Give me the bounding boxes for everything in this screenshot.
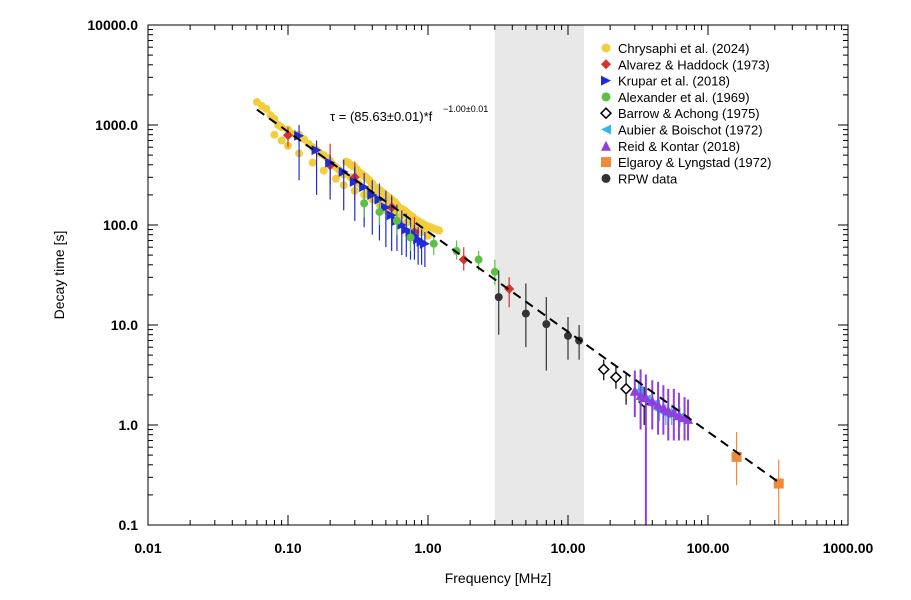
legend-marker bbox=[601, 43, 611, 53]
data-point bbox=[458, 254, 469, 265]
data-point bbox=[653, 399, 664, 410]
data-point bbox=[435, 226, 444, 235]
y-tick-label: 10000.0 bbox=[87, 17, 138, 33]
fit-line bbox=[256, 108, 782, 485]
x-tick-label: 0.10 bbox=[274, 540, 301, 556]
data-point bbox=[647, 395, 658, 406]
legend: Chrysaphi et al. (2024)Alvarez & Haddock… bbox=[599, 41, 771, 186]
legend-marker bbox=[601, 157, 611, 168]
y-tick-label: 1000.0 bbox=[95, 117, 138, 133]
legend-label: Barrow & Achong (1975) bbox=[618, 106, 760, 121]
legend-marker bbox=[601, 173, 611, 183]
legend-marker bbox=[601, 124, 611, 135]
legend-marker bbox=[601, 75, 611, 86]
data-point bbox=[392, 216, 401, 225]
x-axis-label: Frequency [MHz] bbox=[445, 570, 552, 586]
legend-label: Aubier & Boischot (1972) bbox=[618, 123, 763, 138]
data-point bbox=[277, 136, 286, 145]
data-point bbox=[349, 176, 360, 187]
x-tick-label: 1000.00 bbox=[823, 540, 874, 556]
legend-marker bbox=[601, 140, 611, 151]
data-point bbox=[270, 130, 279, 139]
legend-marker bbox=[601, 92, 611, 102]
data-point bbox=[262, 104, 271, 113]
data-point bbox=[374, 194, 385, 205]
data-point bbox=[542, 320, 551, 329]
data-point bbox=[380, 202, 391, 213]
data-point bbox=[683, 413, 694, 424]
data-point bbox=[283, 130, 293, 141]
legend-label: Chrysaphi et al. (2024) bbox=[618, 41, 750, 56]
x-tick-label: 0.01 bbox=[134, 540, 161, 556]
data-point bbox=[620, 382, 633, 395]
y-tick-label: 1.0 bbox=[119, 417, 139, 433]
legend-label: Krupar et al. (2018) bbox=[618, 74, 730, 89]
x-tick-label: 1.00 bbox=[414, 540, 441, 556]
data-point bbox=[504, 283, 515, 294]
legend-label: Elgaroy & Lyngstad (1972) bbox=[618, 155, 771, 170]
y-axis: 0.1 1.0 10.0 100.0 1000.0 10000.0 bbox=[87, 17, 848, 533]
series-7 bbox=[731, 432, 784, 525]
series-6 bbox=[629, 369, 694, 525]
legend-label: Alexander et al. (1969) bbox=[618, 90, 750, 105]
legend-label: Reid & Kontar (2018) bbox=[618, 139, 740, 154]
plot-frame bbox=[147, 24, 849, 526]
data-marks bbox=[252, 97, 784, 525]
legend-marker bbox=[601, 59, 611, 70]
data-point bbox=[386, 210, 397, 221]
data-point bbox=[635, 389, 646, 400]
data-point bbox=[773, 478, 784, 489]
data-point bbox=[564, 331, 572, 340]
data-point bbox=[609, 371, 622, 384]
data-point bbox=[419, 238, 430, 249]
data-point bbox=[673, 410, 684, 421]
x-tick-label: 10.00 bbox=[550, 540, 585, 556]
data-point bbox=[668, 406, 679, 417]
fit-annotation: τ = (85.63±0.01)*f −1.00±0.01 bbox=[330, 104, 488, 124]
x-tick-label: 100.00 bbox=[687, 540, 730, 556]
shaded-band bbox=[494, 25, 584, 525]
legend-label: RPW data bbox=[618, 171, 678, 186]
data-point bbox=[629, 385, 640, 396]
data-point bbox=[331, 174, 340, 183]
y-tick-label: 0.1 bbox=[119, 517, 139, 533]
y-tick-label: 100.0 bbox=[103, 217, 138, 233]
data-point bbox=[311, 145, 322, 156]
data-point bbox=[640, 392, 651, 403]
data-point bbox=[731, 451, 742, 462]
data-point bbox=[494, 293, 503, 302]
y-axis-label: Decay time [s] bbox=[51, 231, 67, 320]
series-3 bbox=[360, 190, 499, 286]
legend-label: Alvarez & Haddock (1973) bbox=[618, 57, 770, 72]
y-tick-label: 10.0 bbox=[111, 317, 138, 333]
data-point bbox=[658, 402, 669, 413]
data-point bbox=[429, 239, 438, 248]
data-point bbox=[375, 207, 384, 216]
fit-annotation-main: τ = (85.63±0.01)*f bbox=[330, 109, 433, 124]
data-point bbox=[474, 255, 483, 264]
data-point bbox=[406, 233, 415, 242]
legend-marker bbox=[599, 107, 613, 120]
x-axis: 0.01 0.10 1.00 10.00 100.00 1000.00 bbox=[134, 25, 874, 556]
data-point bbox=[360, 199, 369, 208]
data-point bbox=[490, 267, 499, 276]
data-point bbox=[597, 363, 610, 376]
data-point bbox=[663, 405, 674, 416]
data-point bbox=[308, 158, 317, 167]
data-point bbox=[367, 189, 378, 200]
data-point bbox=[521, 309, 530, 318]
data-point bbox=[319, 166, 328, 175]
fit-annotation-exponent: −1.00±0.01 bbox=[443, 104, 488, 114]
